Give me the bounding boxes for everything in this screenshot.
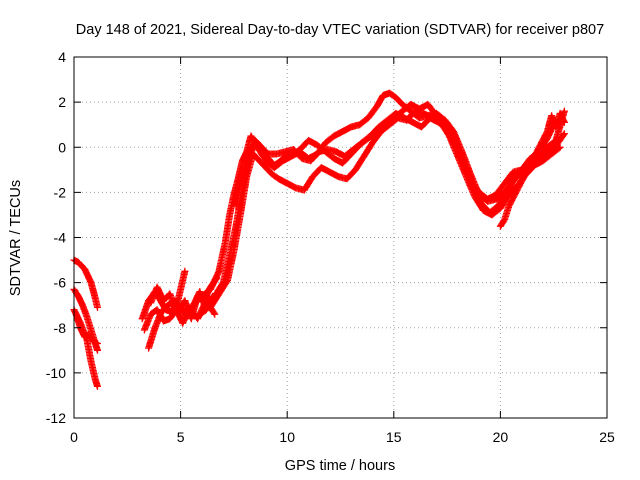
y-tick-label: 4 [58,49,66,65]
axis-ticks: 0 5 10 15 20 25 -12 -10 -8 -6 -4 -2 0 2 4 [46,49,615,445]
y-tick-label: -2 [54,184,67,200]
data-series [70,89,568,390]
series-markers [496,109,568,230]
series-track-12 [232,100,560,210]
series-markers [232,100,560,210]
x-tick-label: 15 [386,429,402,445]
y-axis-label: SDTVAR / TECUs [8,180,24,296]
chart-title: Day 148 of 2021, Sidereal Day-to-day VTE… [76,22,604,38]
x-tick-label: 20 [493,429,509,445]
y-tick-label: -4 [54,230,67,246]
x-tick-label: 25 [599,429,615,445]
y-tick-label: -8 [54,320,67,336]
series-track-4 [72,310,101,347]
x-tick-label: 10 [279,429,295,445]
series-track-13 [496,109,568,230]
series-markers [72,310,101,347]
y-tick-label: -10 [46,365,66,381]
y-tick-label: -12 [46,410,66,426]
y-tick-label: -6 [54,275,67,291]
y-tick-label: 0 [58,139,66,155]
x-tick-label: 5 [177,429,185,445]
x-tick-label: 0 [70,429,78,445]
y-tick-label: 2 [58,94,66,110]
x-axis-label: GPS time / hours [285,458,395,474]
